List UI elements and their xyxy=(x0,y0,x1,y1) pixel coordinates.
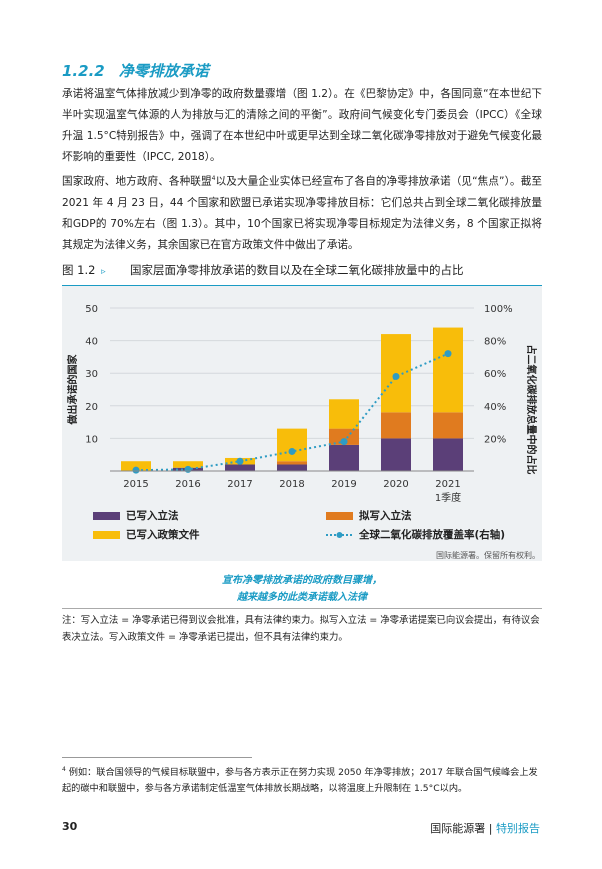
figure-title: 国家层面净零排放承诺的数目以及在全球二氧化碳排放量中的占比 xyxy=(130,263,464,277)
y-tick-label-right: 100% xyxy=(484,304,513,315)
bar-2019-series-0 xyxy=(329,444,359,471)
y-tick-label-left: 20 xyxy=(85,402,98,413)
bar-2020-series-1 xyxy=(381,412,411,439)
bar-2015-series-2 xyxy=(121,461,151,471)
y-tick-label-right: 40% xyxy=(484,402,506,413)
paragraph-2: 国家政府、地方政府、各种联盟4以及大量企业实体已经宣布了各自的净零排放承诺（见“… xyxy=(62,175,542,251)
bar-2018-series-2 xyxy=(277,428,307,462)
y-tick-label-left: 40 xyxy=(85,337,98,348)
x-tick-label: 2015 xyxy=(123,479,148,490)
coverage-point-2017 xyxy=(236,457,244,465)
bar-2018-series-1 xyxy=(277,461,307,465)
y-axis-title-right: 占二氧化碳排放总量中的占比 xyxy=(525,345,538,475)
x-tick-label: 2017 xyxy=(227,479,252,490)
bar-2017-series-0 xyxy=(225,464,255,471)
bar-2021-series-1 xyxy=(433,412,463,439)
footnote: 4 例如：联合国领导的气候目标联盟中，参与各方表示正在努力实现 2050 年净零… xyxy=(62,766,538,794)
bar-2019-series-2 xyxy=(329,399,359,429)
bar-2020-series-0 xyxy=(381,438,411,471)
coverage-point-2015 xyxy=(132,466,140,474)
coverage-point-2018 xyxy=(288,447,296,455)
figure-label: 图 1.2 ▹ xyxy=(62,263,106,277)
figure-source: 国际能源署。保留所有权利。 xyxy=(436,551,540,560)
legend-coverage: 全球二氧化碳排放覆盖率(右轴) xyxy=(326,527,505,542)
y-tick-label-right: 20% xyxy=(484,434,506,445)
figure-marker-icon: ▹ xyxy=(101,267,106,277)
x-tick-label: 2016 xyxy=(175,479,200,490)
bar-2021-series-2 xyxy=(433,327,463,413)
x-tick-label: 2018 xyxy=(279,479,304,490)
y-tick-label-left: 50 xyxy=(85,304,98,315)
bar-2016-series-2 xyxy=(173,461,203,468)
page-number: 30 xyxy=(62,820,78,833)
legend-swatch-policy xyxy=(93,530,120,539)
coverage-point-2016 xyxy=(184,465,192,473)
note-divider xyxy=(62,608,542,609)
coverage-point-2019 xyxy=(340,438,348,446)
coverage-point-2021 xyxy=(444,350,452,358)
bar-2021-series-0 xyxy=(433,438,463,471)
footnote-divider xyxy=(62,757,252,758)
section-number: 1.2.2 xyxy=(62,62,105,80)
footnote-ref[interactable]: 4 xyxy=(211,175,216,182)
y-tick-label-left: 10 xyxy=(85,434,98,445)
figure-callout-1: 宣布净零排放承诺的政府数目骤增， xyxy=(222,575,382,586)
figure-callout-2: 越来越多的此类承诺载入法律 xyxy=(237,592,367,603)
section-title: 净零排放承诺 xyxy=(118,62,209,80)
net-zero-chart: 10 20 30 40 50 20% 40% 60% 80% 100% 2015 2016 2017 20… xyxy=(66,304,538,504)
figure-note: 注：写入立法 = 净零承诺已得到议会批准，具有法律约束力。拟写入立法 = 净零承… xyxy=(62,615,540,643)
figure-divider xyxy=(62,285,542,286)
paragraph-1: 承诺将温室气体排放减少到净零的政府数量骤增（图 1.2）。在《巴黎协定》中，各国… xyxy=(62,88,542,163)
x-tick-label: 2020 xyxy=(383,479,408,490)
footer-report: 国际能源署 | 特别报告 xyxy=(430,822,540,835)
legend-swatch-coverage xyxy=(326,531,353,538)
legend-policy: 已写入政策文件 xyxy=(93,527,200,542)
x-tick-sublabel: 1季度 xyxy=(435,491,461,504)
section-heading: 1.2.2 净零排放承诺 xyxy=(62,60,209,81)
x-tick-label: 2021 xyxy=(435,479,460,490)
x-tick-label: 2019 xyxy=(331,479,356,490)
legend-swatch-proposed xyxy=(326,511,353,520)
legend-swatch-legislated xyxy=(93,511,120,520)
y-axis-title-left: 做出承诺的国家 xyxy=(66,354,79,426)
bar-2019-series-1 xyxy=(329,428,359,445)
coverage-point-2020 xyxy=(392,372,400,380)
legend-legislated: 已写入立法 xyxy=(93,508,179,523)
y-tick-label-right: 80% xyxy=(484,337,506,348)
y-tick-label-right: 60% xyxy=(484,369,506,380)
y-tick-label-left: 30 xyxy=(85,369,98,380)
legend-proposed: 拟写入立法 xyxy=(326,508,412,523)
bar-2018-series-0 xyxy=(277,464,307,471)
